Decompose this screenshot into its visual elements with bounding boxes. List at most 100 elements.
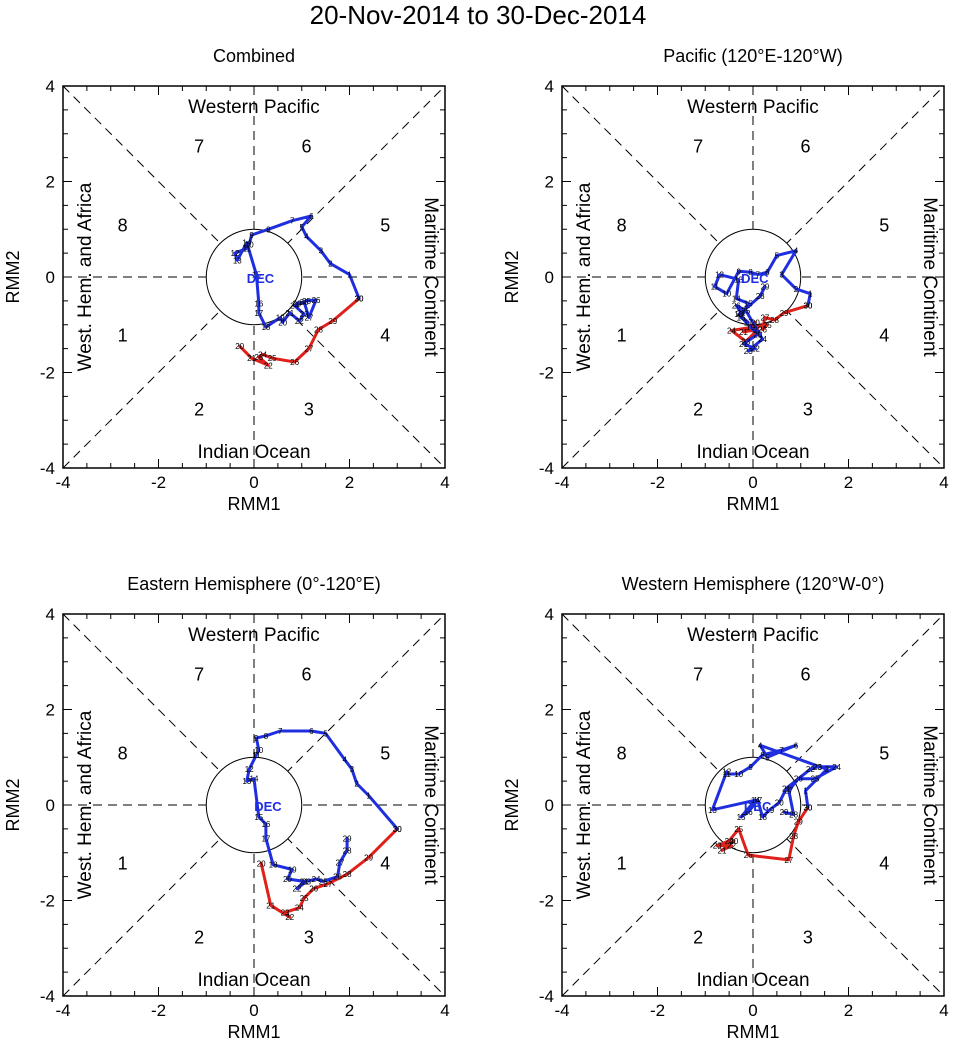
phase-label-1: 1 [617,325,627,345]
day-label: 12 [230,249,239,258]
day-label: 26 [744,851,753,860]
region-label-left: West. Hem. and Africa [574,710,595,899]
day-label: 30 [803,302,812,311]
day-label: 22 [753,326,762,335]
y-tick-label: -2 [539,892,554,911]
day-label: 5 [300,223,305,232]
phase-label-3: 3 [803,927,813,947]
phase-label-2: 2 [194,399,204,419]
day-label: 7 [756,271,761,280]
series-line-dec [710,743,839,819]
series-line-dec [233,214,361,329]
day-label: 20 [751,318,760,327]
day-label: 6 [794,741,799,750]
day-label: 19 [276,314,285,323]
phase-label-6: 6 [801,665,811,685]
phase-label-7: 7 [194,665,204,685]
region-label-top: Western Pacific [188,97,320,118]
day-label: 21 [300,877,309,886]
y-tick-label: -2 [539,364,554,383]
day-label: 8 [264,732,269,741]
phase-label-2: 2 [693,399,703,419]
day-label: 19 [288,865,297,874]
day-label: 20 [775,799,784,808]
panel-title: Pacific (120°E-120°W) [663,46,842,66]
x-tick-label: 0 [249,473,258,492]
x-axis-label: RMM1 [727,1022,780,1042]
day-label: 16 [744,808,753,817]
day-label: 11 [252,751,261,760]
phase-label-6: 6 [801,137,811,157]
day-label: 6 [309,727,314,736]
panel-title: Combined [213,46,295,66]
y-axis-label: RMM2 [3,779,23,832]
x-axis-label: RMM1 [228,494,281,514]
day-label: 25 [302,297,311,306]
y-axis-label: RMM2 [3,251,23,304]
day-label: 25 [734,825,743,834]
unit-circle [205,228,303,326]
day-label: 13 [734,275,743,284]
panel-4: Western Hemisphere (120°W-0°)-4 -2 0 2 4-4-2… [502,574,949,1042]
day-label: 28 [314,326,323,335]
phase-label-4: 4 [380,325,390,345]
day-label: 20 [235,342,244,351]
day-label: 19 [765,806,774,815]
month-label-dec: DEC [741,271,769,286]
day-label: 26 [312,296,321,305]
day-label: 25 [741,306,750,315]
phase-label-4: 4 [879,325,889,345]
day-label: 26 [309,885,318,894]
phase-label-8: 8 [617,743,627,763]
day-label: 29 [760,283,769,292]
day-label: 21 [739,328,748,337]
day-label: 20 [278,318,287,327]
phase-label-6: 6 [302,137,312,157]
y-tick-label: 4 [46,77,55,96]
day-label: 23 [741,337,750,346]
day-label: 8 [748,268,753,277]
day-label: 23 [744,347,753,356]
day-label: 17 [261,834,270,843]
day-label: 30 [803,803,812,812]
region-label-left: West. Hem. and Africa [75,710,96,899]
y-tick-label: -4 [539,459,554,478]
day-label: 15 [252,271,261,280]
x-tick-label: -2 [151,473,166,492]
region-label-top: Western Pacific [687,625,819,646]
y-tick-label: 4 [46,605,55,624]
day-label: 21 [247,354,256,363]
day-label: 6 [309,212,314,221]
day-label: 27 [335,858,344,867]
x-tick-label: 0 [748,1001,757,1020]
phase-label-5: 5 [380,743,390,763]
day-label: 25 [268,354,277,363]
phase-label-8: 8 [617,215,627,235]
day-label: 12 [245,765,254,774]
day-label: 25 [763,321,772,330]
day-label: 13 [242,777,251,786]
series-line-nov [715,805,810,862]
day-label: 28 [770,316,779,325]
day-label: 24 [290,302,299,311]
day-label: 16 [254,299,263,308]
day-label: 29 [780,309,789,318]
day-label: 20 [283,875,292,884]
day-label: 4 [342,756,347,765]
day-label: 15 [254,813,263,822]
day-label: 24 [312,875,321,884]
day-label: 26 [794,775,803,784]
day-label: 8 [760,751,765,760]
day-label: 28 [789,811,798,820]
day-label: 11 [711,283,720,292]
y-tick-label: 4 [545,77,554,96]
day-label: 5 [323,729,328,738]
day-label: 13 [233,256,242,265]
day-label: 14 [732,294,741,303]
day-label: 23 [300,310,309,319]
region-label-top: Western Pacific [188,625,320,646]
day-label: 20 [257,859,266,868]
panel-3: Eastern Hemisphere (0°-120°E)-4 -2 0 2 4-4-2… [3,574,450,1042]
phase-label-6: 6 [302,665,312,685]
